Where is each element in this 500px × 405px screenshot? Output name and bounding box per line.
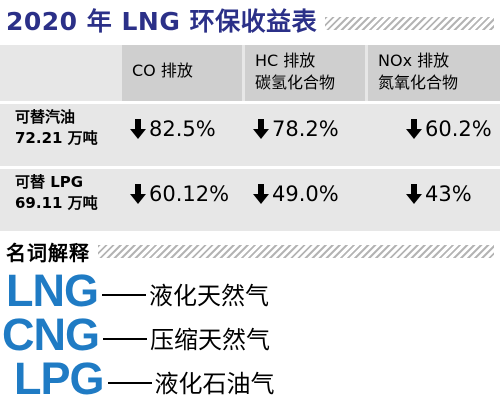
down-arrow-icon [253, 184, 269, 204]
down-arrow-icon [130, 119, 146, 139]
down-arrow-icon [130, 184, 146, 204]
title-hatch-decoration [325, 16, 494, 30]
row-divider [0, 101, 500, 104]
em-dash [102, 294, 146, 296]
em-dash [107, 382, 152, 384]
column-header-co: CO 排放 [122, 45, 242, 101]
glossary-meaning: 液化天然气 [149, 281, 269, 310]
value-text: 60.12% [149, 182, 230, 206]
column-header-nox-label: NOx 排放 [378, 51, 450, 70]
value-text: 82.5% [149, 117, 216, 141]
row-label-gasoline: 可替汽油 72.21 万吨 [15, 107, 98, 149]
value-text: 43% [425, 182, 472, 206]
value-gasoline-nox: 60.2% [406, 117, 492, 141]
glossary-hatch-decoration [98, 244, 494, 258]
glossary-abbr: LPG [14, 353, 105, 404]
value-lpg-hc: 49.0% [253, 182, 339, 206]
glossary-abbr: LNG [6, 265, 99, 316]
glossary-title: 名词解释 [6, 240, 90, 265]
value-text: 60.2% [425, 117, 492, 141]
benefits-table: CO 排放 HC 排放 碳氢化合物 NOx 排放 氮氧化合物 可替汽油 72.2… [0, 45, 500, 231]
column-header-nox: NOx 排放 氮氧化合物 [368, 45, 500, 101]
down-arrow-icon [406, 119, 422, 139]
row-label-lpg: 可替 LPG 69.11 万吨 [15, 172, 98, 214]
column-header-nox-sublabel: 氮氧化合物 [378, 73, 459, 92]
column-header-hc: HC 排放 碳氢化合物 [245, 45, 365, 101]
glossary-item-lng: LNG 液化天然气 [6, 265, 269, 316]
value-lpg-nox: 43% [406, 182, 472, 206]
glossary-header: 名词解释 [0, 236, 500, 266]
em-dash [103, 338, 147, 340]
row-label-gasoline-amount: 72.21 万吨 [15, 129, 98, 147]
value-lpg-co: 60.12% [130, 182, 229, 206]
value-text: 49.0% [272, 182, 339, 206]
down-arrow-icon [406, 184, 422, 204]
glossary-item-lpg: LPG 液化石油气 [14, 353, 275, 404]
title-bar: 2020 年 LNG 环保收益表 [0, 2, 500, 38]
column-header-co-label: CO 排放 [132, 61, 193, 80]
glossary-meaning: 压缩天然气 [150, 325, 270, 354]
glossary-meaning: 液化石油气 [154, 369, 275, 398]
row-label-gasoline-name: 可替汽油 [15, 108, 76, 126]
row-label-lpg-amount: 69.11 万吨 [15, 194, 98, 212]
value-gasoline-hc: 78.2% [253, 117, 339, 141]
column-header-hc-sublabel: 碳氢化合物 [255, 73, 336, 92]
row-label-lpg-name: 可替 LPG [15, 173, 84, 191]
glossary-abbr: CNG [2, 309, 100, 360]
row-divider [0, 166, 500, 169]
page-title: 2020 年 LNG 环保收益表 [6, 7, 318, 36]
down-arrow-icon [253, 119, 269, 139]
column-header-hc-label: HC 排放 [255, 51, 316, 70]
glossary-item-cng: CNG 压缩天然气 [2, 309, 270, 360]
value-gasoline-co: 82.5% [130, 117, 216, 141]
value-text: 78.2% [272, 117, 339, 141]
